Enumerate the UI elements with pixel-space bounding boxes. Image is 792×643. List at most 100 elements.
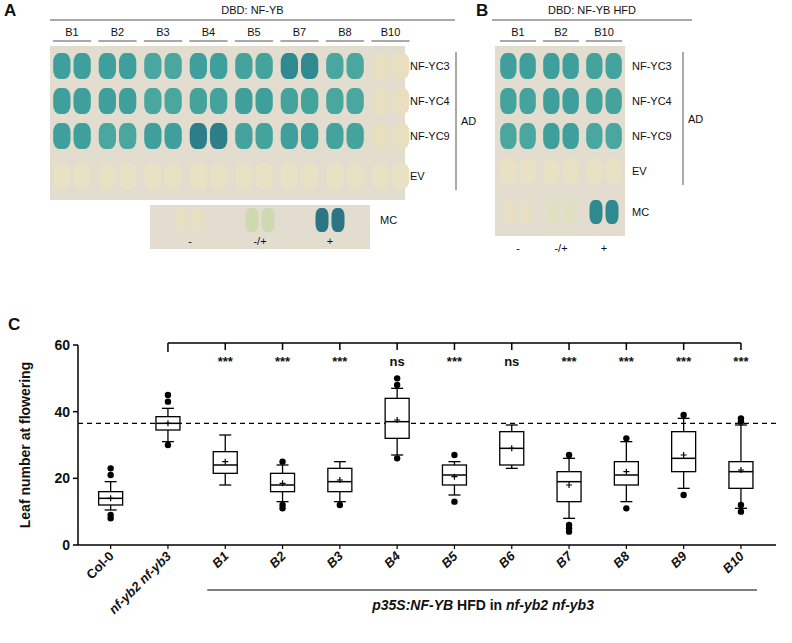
column-rule	[235, 41, 273, 42]
whisker-cap	[678, 488, 690, 489]
colony-patch	[256, 88, 273, 114]
whisker-high	[167, 408, 168, 416]
whisker-low	[167, 430, 168, 442]
row-label: NF-YC9	[632, 130, 672, 142]
row-label: EV	[632, 165, 647, 177]
colony-patch	[165, 123, 182, 149]
column-rule	[586, 41, 622, 42]
group-label-part: HFD in	[453, 597, 506, 613]
outlier-point	[680, 412, 686, 418]
group-rule	[207, 589, 757, 590]
colony-patch	[500, 53, 516, 79]
panel-label: B	[476, 1, 488, 20]
panel-label: C	[8, 315, 20, 334]
colony-patch	[281, 163, 298, 189]
whisker-cap	[105, 509, 117, 510]
significance-label: ***	[447, 354, 463, 369]
colony-patch	[53, 88, 70, 114]
mean-marker	[623, 469, 629, 475]
colony-patch	[586, 123, 602, 149]
significance-label: ***	[619, 354, 635, 369]
y-tick-label: 20	[54, 470, 70, 486]
plate-photo	[495, 46, 625, 236]
column-label: B8	[338, 26, 351, 38]
group-label: p35S:NF-YB HFD in nf-yb2 nf-yb3	[371, 597, 594, 613]
colony-patch	[347, 123, 364, 149]
box	[156, 417, 180, 430]
colony-patch	[326, 88, 343, 114]
whisker-high	[740, 425, 741, 462]
colony-patch	[392, 88, 409, 114]
outlier-point	[451, 452, 457, 458]
outlier-point	[279, 502, 285, 508]
whisker-high	[282, 465, 283, 473]
whisker-cap	[162, 408, 174, 409]
outlier-point	[107, 512, 113, 518]
column-rule	[53, 41, 91, 42]
sig-bracket	[282, 343, 284, 350]
whisker-low	[282, 492, 283, 502]
outlier-point	[738, 415, 744, 421]
x-tick-label: B7	[553, 548, 576, 571]
box	[614, 462, 638, 485]
sig-bracket	[167, 343, 169, 352]
outlier-point	[394, 375, 400, 381]
outlier-point	[279, 458, 285, 464]
ad-bracket	[683, 52, 684, 185]
mean-marker	[165, 420, 171, 426]
sig-bracket	[626, 343, 628, 350]
significance-label: ***	[275, 354, 291, 369]
colony-patch	[301, 163, 318, 189]
control-patch	[520, 200, 533, 224]
x-tick-label: B8	[610, 548, 633, 571]
column-rule	[371, 41, 409, 42]
y-axis	[77, 345, 79, 545]
control-patch	[332, 208, 345, 232]
colony-patch	[543, 123, 559, 149]
colony-patch	[256, 53, 273, 79]
mean-marker	[108, 495, 114, 501]
colony-patch	[210, 88, 227, 114]
control-patch	[590, 200, 603, 224]
box	[500, 432, 524, 465]
colony-patch	[235, 123, 252, 149]
colony-patch	[347, 53, 364, 79]
column-rule	[98, 41, 136, 42]
colony-patch	[53, 163, 70, 189]
side-label: AD	[461, 115, 476, 127]
whisker-low	[568, 502, 569, 519]
whisker-high	[225, 435, 226, 452]
colony-patch	[210, 123, 227, 149]
colony-patch	[74, 53, 91, 79]
x-tick-label: B5	[438, 548, 461, 571]
whisker-cap	[506, 424, 518, 425]
colony-patch	[144, 163, 161, 189]
mean-marker	[681, 452, 687, 458]
control-label: -/+	[253, 235, 266, 247]
y-tick	[73, 544, 78, 546]
colony-patch	[563, 158, 579, 184]
x-tick	[282, 545, 283, 549]
colony-patch	[144, 88, 161, 114]
colony-patch	[53, 53, 70, 79]
x-tick-label: B6	[496, 548, 519, 571]
colony-patch	[144, 123, 161, 149]
colony-patch	[119, 53, 136, 79]
significance-label: ***	[332, 354, 348, 369]
ad-bracket	[456, 52, 457, 190]
x-axis	[78, 544, 776, 546]
row-label: NF-YC3	[632, 60, 672, 72]
row-label: NF-YC4	[410, 95, 450, 107]
column-rule	[144, 41, 182, 42]
sig-bracket	[454, 343, 456, 350]
colony-patch	[235, 53, 252, 79]
outlier-point	[738, 508, 744, 514]
column-label: B2	[111, 26, 124, 38]
colony-patch	[281, 53, 298, 79]
x-tick-label: B3	[324, 548, 347, 571]
colony-patch	[99, 123, 116, 149]
x-tick	[511, 545, 512, 549]
y-tick-label: 0	[62, 537, 70, 553]
whisker-low	[626, 485, 627, 502]
outlier-point	[451, 498, 457, 504]
